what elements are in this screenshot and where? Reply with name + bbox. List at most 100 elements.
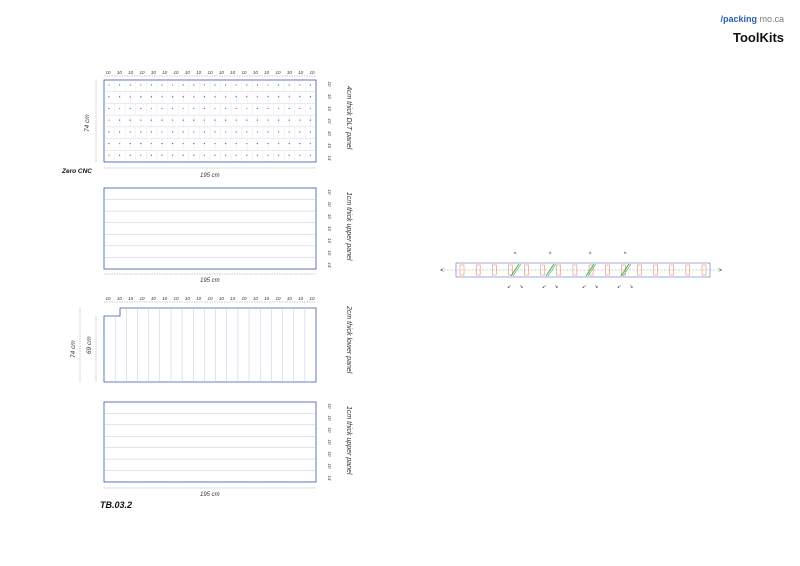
section-dowel	[685, 264, 691, 276]
dowel-dot	[182, 96, 184, 98]
dowel-dot	[108, 107, 110, 110]
dowel-dot	[267, 119, 269, 121]
dim-side-label: 10	[327, 415, 332, 421]
dim-side-label: 10	[327, 403, 332, 409]
dowel-dot	[246, 96, 248, 98]
dowel-dot	[161, 119, 163, 121]
dim-top-label: 10	[139, 70, 145, 75]
section-dowel	[492, 264, 497, 276]
dowel-dot	[288, 107, 290, 110]
dim-top-label: 10	[185, 70, 191, 75]
dowel-dot	[309, 107, 311, 110]
arrow-down-right-icon: ↘	[554, 284, 558, 290]
joint-diagonal	[620, 263, 630, 277]
arrow-up-icon: ^	[549, 252, 552, 258]
dowel-dot	[235, 154, 237, 156]
dowel-dot	[288, 119, 290, 121]
dowel-dot	[140, 142, 142, 145]
joint-diagonal	[545, 263, 555, 277]
dim-top-label: 10	[151, 296, 157, 301]
dowel-dot	[214, 154, 216, 156]
dim-top-label: 10	[117, 70, 123, 75]
brand-logo: /packing mo.ca	[720, 14, 784, 24]
dowel-dot	[108, 142, 110, 145]
arrow-up-icon: ^	[514, 252, 517, 258]
dim-side-label: 10	[327, 451, 332, 457]
dim-top-label: 10	[207, 296, 213, 301]
dowel-dot	[129, 107, 131, 110]
arrow-up-icon: ^	[624, 252, 627, 258]
arrow-down-left-icon: ↙	[617, 284, 622, 290]
dowel-dot	[225, 154, 227, 156]
dim-side-label: 10	[327, 226, 332, 232]
dowel-dot	[235, 107, 237, 110]
dim-top-label: 10	[253, 296, 259, 301]
dowel-dot	[214, 119, 216, 121]
dim-top-label: 10	[128, 296, 134, 301]
dowel-dot	[288, 154, 290, 156]
dowel-dot	[256, 154, 258, 156]
dowel-dot	[278, 96, 280, 98]
dowel-dot	[214, 84, 216, 86]
width-label-4: 195 cm	[200, 492, 220, 498]
dowel-dot	[267, 154, 269, 156]
dowel-dot	[150, 131, 152, 133]
arrow-down-right-icon: ↘	[519, 284, 523, 290]
dowel-dot	[150, 96, 152, 98]
dowel-dot	[214, 131, 216, 133]
dim-top-label: 10	[287, 296, 293, 301]
dim-top-label: 10	[241, 296, 247, 301]
dowel-dot	[119, 154, 121, 156]
dowel-dot	[161, 154, 163, 156]
panel-lower: 10 10 10 10 10 10 10 10 10 10 10 10 10 10 10 10 10 10 10	[79, 296, 317, 383]
panel-label-lower: 2cm thick lower panel	[345, 306, 352, 374]
dowel-dot	[203, 131, 205, 133]
dowel-dot	[203, 107, 205, 110]
dim-top-label: 10	[287, 70, 293, 75]
dim-top-label: 10	[162, 70, 168, 75]
dim-top-label: 10	[241, 70, 247, 75]
dowel-dot	[129, 142, 131, 145]
panel-label-dlt: 4cm thick DLT panel	[345, 86, 352, 150]
dowel-dot	[193, 107, 195, 110]
arrow-down-right-icon: ↘	[594, 284, 598, 290]
dim-top-label: 10	[309, 70, 315, 75]
arrow-up-icon: ^	[589, 252, 592, 258]
dowel-dot	[193, 154, 195, 156]
dowel-dot	[267, 107, 269, 110]
dowel-dot	[235, 142, 237, 145]
dowel-dot	[150, 154, 152, 156]
panel-outline	[103, 401, 317, 483]
dowel-dot	[193, 84, 195, 86]
dowel-dot	[129, 84, 131, 86]
dim-top-label: 10	[230, 70, 236, 75]
dowel-dot	[278, 84, 280, 86]
dowel-dot	[172, 96, 174, 98]
dowel-dot	[246, 142, 248, 145]
dim-top-label: 10	[219, 296, 225, 301]
dowel-dot	[256, 107, 258, 110]
joint-diagonal	[622, 263, 632, 277]
dowel-dot	[119, 142, 121, 145]
dowel-dot	[119, 96, 121, 98]
dowel-dot	[309, 119, 311, 121]
section-dowel	[588, 264, 594, 276]
dim-side-label: 10	[327, 463, 332, 469]
dim-side-label: 14	[327, 155, 332, 161]
dowel-dot	[214, 96, 216, 98]
dowel-dot	[150, 119, 152, 121]
dim-top-label: 10	[219, 70, 225, 75]
dowel-dot	[161, 84, 163, 86]
dowel-dot	[182, 154, 184, 156]
dowel-dot	[119, 84, 121, 86]
dowel-dot	[256, 131, 258, 133]
dowel-dot	[267, 96, 269, 98]
dim-top-label: 10	[264, 70, 270, 75]
dim-top-label: 10	[275, 296, 281, 301]
dowel-dot	[246, 154, 248, 156]
dowel-dot	[172, 154, 174, 156]
dowel-dot	[203, 154, 205, 156]
dowel-dot	[119, 131, 121, 133]
dowel-dot	[299, 154, 301, 156]
dowel-dot	[108, 154, 110, 156]
